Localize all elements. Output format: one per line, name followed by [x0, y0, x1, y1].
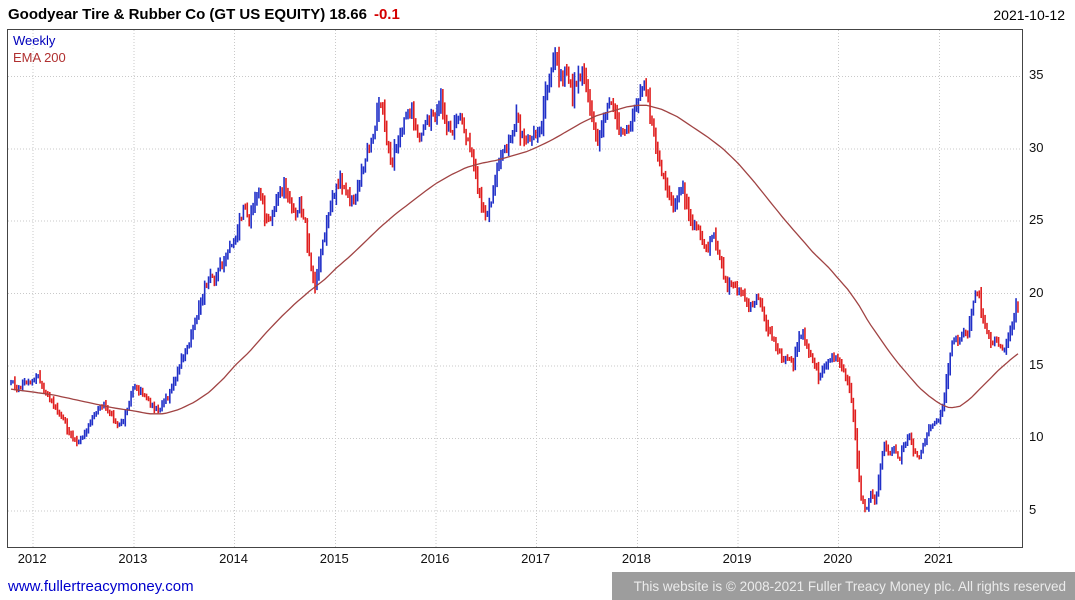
legend-weekly-label: Weekly [13, 33, 56, 48]
legend-ema-200-label: EMA 200 [13, 50, 66, 65]
weekly-price-bars [10, 46, 1019, 513]
x-tick-label: 2016 [420, 551, 450, 566]
x-tick-label: 2015 [319, 551, 349, 566]
x-tick-label: 2017 [521, 551, 551, 566]
y-tick-label: 10 [1029, 429, 1044, 445]
ema-200-line [10, 104, 1019, 415]
page-title: Goodyear Tire & Rubber Co (GT US EQUITY)… [8, 6, 400, 23]
chart-legend: Weekly EMA 200 [13, 32, 66, 66]
price-chart [8, 30, 1022, 547]
y-tick-label: 25 [1029, 212, 1044, 228]
gridlines [8, 30, 1022, 547]
y-tick-label: 20 [1029, 284, 1044, 300]
y-axis: 5 10 15 20 25 30 35 [1029, 29, 1073, 548]
y-tick-label: 15 [1029, 356, 1044, 372]
x-tick-label: 2012 [17, 551, 47, 566]
x-tick-label: 2013 [118, 551, 148, 566]
y-tick-label: 30 [1029, 139, 1044, 155]
page-footer: www.fullertreacymoney.com This website i… [0, 572, 1075, 600]
website-link[interactable]: www.fullertreacymoney.com [8, 577, 194, 595]
chart-area: Weekly EMA 200 [7, 29, 1023, 548]
y-tick-label: 5 [1029, 501, 1037, 517]
x-tick-label: 2021 [923, 551, 953, 566]
y-tick-label: 35 [1029, 67, 1044, 83]
chart-date: 2021-10-12 [993, 7, 1065, 23]
x-tick-label: 2020 [823, 551, 853, 566]
price-change: -0.1 [373, 6, 400, 23]
copyright-notice: This website is © 2008-2021 Fuller Treac… [612, 572, 1075, 600]
x-tick-label: 2018 [621, 551, 651, 566]
x-tick-label: 2014 [219, 551, 249, 566]
instrument-title: Goodyear Tire & Rubber Co (GT US EQUITY)… [8, 6, 367, 23]
x-tick-label: 2019 [722, 551, 752, 566]
x-axis: 2012 2013 2014 2015 2016 2017 2018 2019 2020 2021 [7, 551, 1023, 567]
